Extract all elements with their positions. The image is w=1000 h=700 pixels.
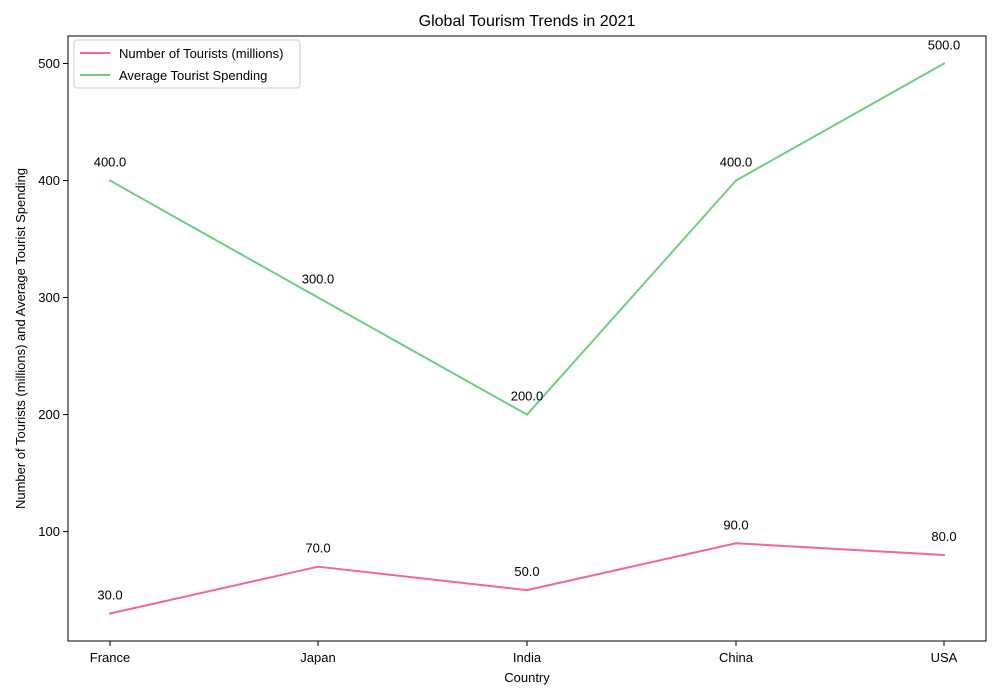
legend-label-spending: Average Tourist Spending: [119, 68, 267, 83]
data-label-spending-usa: 500.0: [928, 38, 961, 53]
y-tick-label-500: 500: [38, 56, 60, 71]
x-axis: France Japan India China USA: [90, 641, 958, 665]
chart-title: Global Tourism Trends in 2021: [419, 13, 636, 30]
y-axis-label: Number of Tourists (millions) and Averag…: [13, 168, 28, 509]
x-tick-label-japan: Japan: [300, 650, 335, 665]
x-axis-label: Country: [504, 670, 550, 685]
x-tick-label-usa: USA: [931, 650, 958, 665]
data-point-tourists-china: [734, 542, 738, 545]
data-label-tourists-france: 30.0: [97, 588, 122, 603]
data-label-spending-japan: 300.0: [302, 272, 335, 287]
legend: Number of Tourists (millions) Average To…: [73, 39, 301, 89]
x-tick-label-china: China: [719, 650, 754, 665]
x-tick-label-france: France: [90, 650, 130, 665]
y-tick-label-400: 400: [38, 173, 60, 188]
data-point-tourists-france: [108, 612, 112, 615]
data-label-tourists-usa: 80.0: [931, 529, 956, 544]
data-point-tourists-japan: [316, 565, 320, 568]
y-axis: 100 200 300 400 500: [38, 56, 68, 539]
data-point-spending-usa: [942, 62, 946, 65]
data-point-tourists-usa: [942, 553, 946, 557]
y-tick-label-300: 300: [38, 290, 60, 305]
data-label-tourists-china: 90.0: [723, 517, 748, 532]
data-label-tourists-japan: 70.0: [305, 541, 330, 556]
data-label-spending-china: 400.0: [720, 155, 753, 170]
data-point-tourists-india: [525, 588, 529, 592]
x-tick-label-india: India: [513, 650, 542, 665]
data-label-spending-france: 400.0: [94, 155, 127, 170]
data-point-spending-france: [108, 179, 112, 182]
y-tick-label-100: 100: [38, 524, 60, 539]
plot-area: 30.0 70.0 50.0 90.0 80.0 400.0 300.0 200.0 400.0…: [94, 38, 961, 615]
data-label-tourists-india: 50.0: [514, 564, 539, 579]
legend-label-tourists: Number of Tourists (millions): [119, 46, 283, 61]
data-point-spending-india: [525, 413, 529, 416]
data-label-spending-india: 200.0: [511, 389, 544, 404]
y-tick-label-200: 200: [38, 407, 60, 422]
legend-box: [73, 39, 301, 89]
data-point-spending-china: [734, 179, 738, 182]
data-point-spending-japan: [316, 296, 320, 299]
